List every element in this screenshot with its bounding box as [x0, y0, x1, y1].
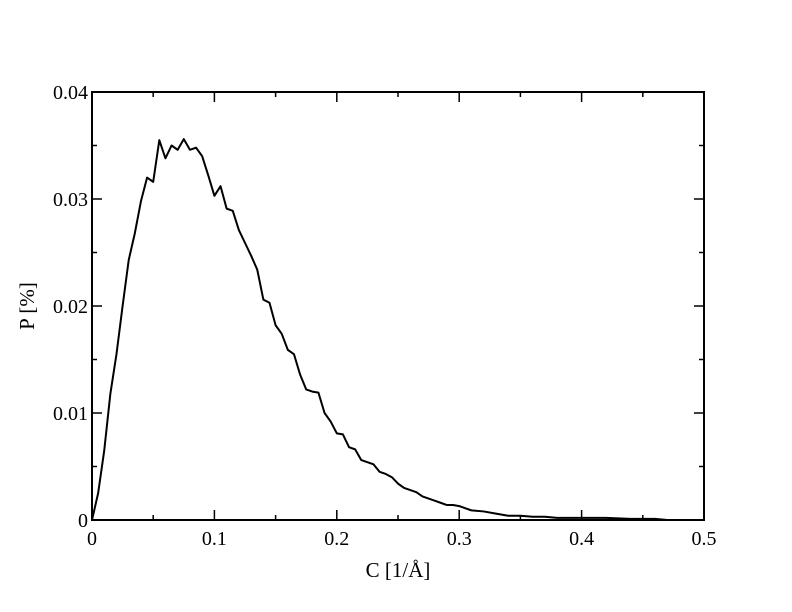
x-tick-label: 0.1 [202, 528, 227, 550]
x-axis-label: C [1/Å] [366, 558, 431, 582]
series-layer [91, 138, 668, 521]
tick-labels-layer: 0 0.1 0.2 0.3 0.4 0.5 0 0.01 0.02 0.03 0.04 [53, 82, 717, 550]
x-tick-label: 0.5 [692, 528, 717, 550]
ticks-layer [91, 91, 705, 521]
y-tick-label: 0.04 [53, 82, 88, 104]
x-tick-label: 0.2 [324, 528, 349, 550]
y-tick-label: 0.01 [53, 403, 88, 425]
y-axis-label: P [%] [15, 282, 39, 330]
x-tick-label: 0.3 [447, 528, 472, 550]
series-line [91, 138, 668, 521]
x-tick-label: 0.4 [569, 528, 594, 550]
y-tick-label: 0 [78, 510, 88, 532]
plot-frame [91, 91, 705, 521]
y-tick-label: 0.03 [53, 189, 88, 211]
y-tick-label: 0.02 [53, 296, 88, 318]
x-tick-label: 0 [87, 528, 97, 550]
